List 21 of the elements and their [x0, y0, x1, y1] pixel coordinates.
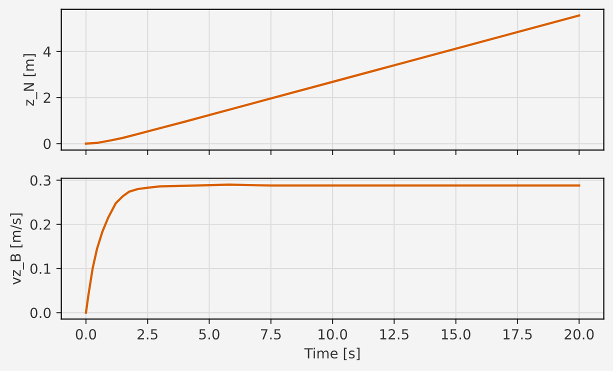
y-tick-label: 0.0: [30, 308, 51, 318]
x-axis-title: Time [s]: [304, 348, 360, 360]
x-tick-label: 0.0: [76, 329, 96, 340]
y-tick-label: 0: [44, 138, 51, 150]
y-tick-label: 0.1: [30, 263, 50, 274]
y-axis-title: vz_B [m/s]: [10, 214, 24, 285]
y-axis-title: z_N [m]: [23, 54, 38, 106]
y-tick-label: 4: [43, 46, 51, 57]
x-tick-label: 10.0: [318, 329, 348, 340]
y-tick-label: 0.3: [30, 175, 50, 186]
x-tick-label: 20.0: [564, 329, 594, 340]
x-tick-label: 12.5: [380, 329, 408, 340]
line-series: [84, 14, 580, 145]
y-tick-label: 0.2: [30, 219, 50, 230]
x-tick-label: 2.5: [138, 329, 158, 340]
line-series: [84, 184, 580, 314]
x-tick-label: 5.0: [199, 329, 220, 340]
y-tick-label: 2: [44, 92, 50, 103]
x-tick-label: 7.5: [261, 329, 281, 340]
x-tick-label: 17.5: [504, 329, 532, 340]
x-tick-label: 15.0: [442, 329, 470, 340]
